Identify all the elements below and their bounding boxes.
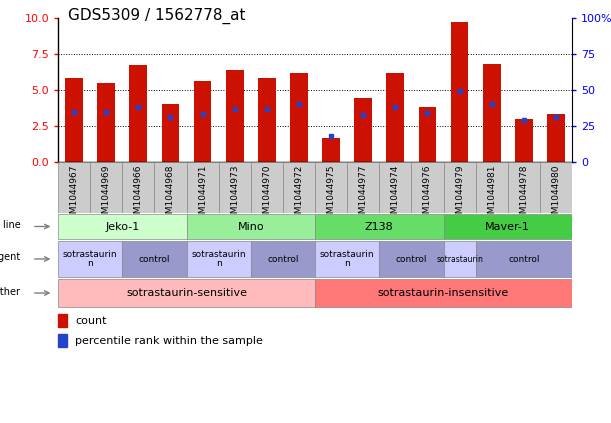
Bar (411, 162, 444, 213)
Text: Maver-1: Maver-1 (485, 222, 530, 231)
Text: GSM1044976: GSM1044976 (423, 165, 432, 225)
Text: sotrastaurin-insensitive: sotrastaurin-insensitive (378, 288, 509, 298)
Text: control: control (396, 255, 427, 264)
Bar (315, 162, 347, 213)
Bar (379, 162, 411, 213)
Bar (379, 241, 444, 277)
Bar (251, 241, 315, 277)
Bar (122, 241, 186, 277)
Bar (419, 107, 436, 162)
Text: Mino: Mino (238, 222, 264, 231)
Text: Jeko-1: Jeko-1 (105, 222, 139, 231)
Bar (258, 79, 276, 162)
Text: GSM1044977: GSM1044977 (359, 165, 368, 225)
Bar (58, 334, 67, 347)
Bar (186, 214, 315, 239)
Bar (387, 73, 404, 162)
Bar (540, 162, 572, 213)
Bar (515, 118, 533, 162)
Text: control: control (267, 255, 299, 264)
Text: count: count (75, 316, 106, 326)
Bar (186, 241, 251, 277)
Text: GSM1044972: GSM1044972 (295, 165, 304, 225)
Text: sotrastaurin: sotrastaurin (436, 255, 483, 264)
Bar (451, 22, 469, 162)
Bar (58, 314, 67, 327)
Bar (58, 241, 122, 277)
Text: GSM1044970: GSM1044970 (262, 165, 271, 225)
Text: Z138: Z138 (365, 222, 393, 231)
Text: GSM1044968: GSM1044968 (166, 165, 175, 225)
Text: GSM1044975: GSM1044975 (326, 165, 335, 225)
Bar (508, 162, 540, 213)
Text: sotrastaurin-sensitive: sotrastaurin-sensitive (126, 288, 247, 298)
Text: GSM1044981: GSM1044981 (487, 165, 496, 225)
Bar (58, 214, 186, 239)
Bar (219, 162, 251, 213)
Bar (354, 99, 372, 162)
Text: sotrastaurin
n: sotrastaurin n (63, 250, 117, 268)
Bar (283, 162, 315, 213)
Bar (58, 279, 315, 308)
Bar (122, 162, 155, 213)
Bar (251, 162, 283, 213)
Text: control: control (508, 255, 540, 264)
Bar (483, 64, 500, 162)
Bar (130, 65, 147, 162)
Bar (322, 137, 340, 162)
Text: control: control (139, 255, 170, 264)
Text: sotrastaurin
n: sotrastaurin n (320, 250, 375, 268)
Text: GSM1044966: GSM1044966 (134, 165, 143, 225)
Bar (444, 162, 475, 213)
Text: agent: agent (0, 252, 20, 262)
Bar (347, 162, 379, 213)
Bar (315, 241, 379, 277)
Text: GSM1044978: GSM1044978 (519, 165, 529, 225)
Bar (475, 162, 508, 213)
Bar (186, 162, 219, 213)
Text: GSM1044971: GSM1044971 (198, 165, 207, 225)
Bar (547, 114, 565, 162)
Text: GSM1044979: GSM1044979 (455, 165, 464, 225)
Text: GSM1044969: GSM1044969 (101, 165, 111, 225)
Bar (58, 162, 90, 213)
Text: other: other (0, 286, 20, 297)
Bar (444, 241, 475, 277)
Bar (226, 70, 244, 162)
Bar (475, 241, 572, 277)
Bar (161, 104, 179, 162)
Text: percentile rank within the sample: percentile rank within the sample (75, 335, 263, 346)
Bar (444, 214, 572, 239)
Bar (155, 162, 186, 213)
Text: GSM1044974: GSM1044974 (391, 165, 400, 225)
Bar (65, 78, 83, 162)
Bar (194, 81, 211, 162)
Bar (90, 162, 122, 213)
Text: sotrastaurin
n: sotrastaurin n (191, 250, 246, 268)
Bar (290, 73, 308, 162)
Text: GSM1044980: GSM1044980 (552, 165, 560, 225)
Bar (97, 82, 115, 162)
Text: cell line: cell line (0, 220, 20, 230)
Bar (315, 214, 444, 239)
Text: GDS5309 / 1562778_at: GDS5309 / 1562778_at (68, 8, 246, 24)
Text: GSM1044967: GSM1044967 (70, 165, 79, 225)
Bar (315, 279, 572, 308)
Text: GSM1044973: GSM1044973 (230, 165, 239, 225)
